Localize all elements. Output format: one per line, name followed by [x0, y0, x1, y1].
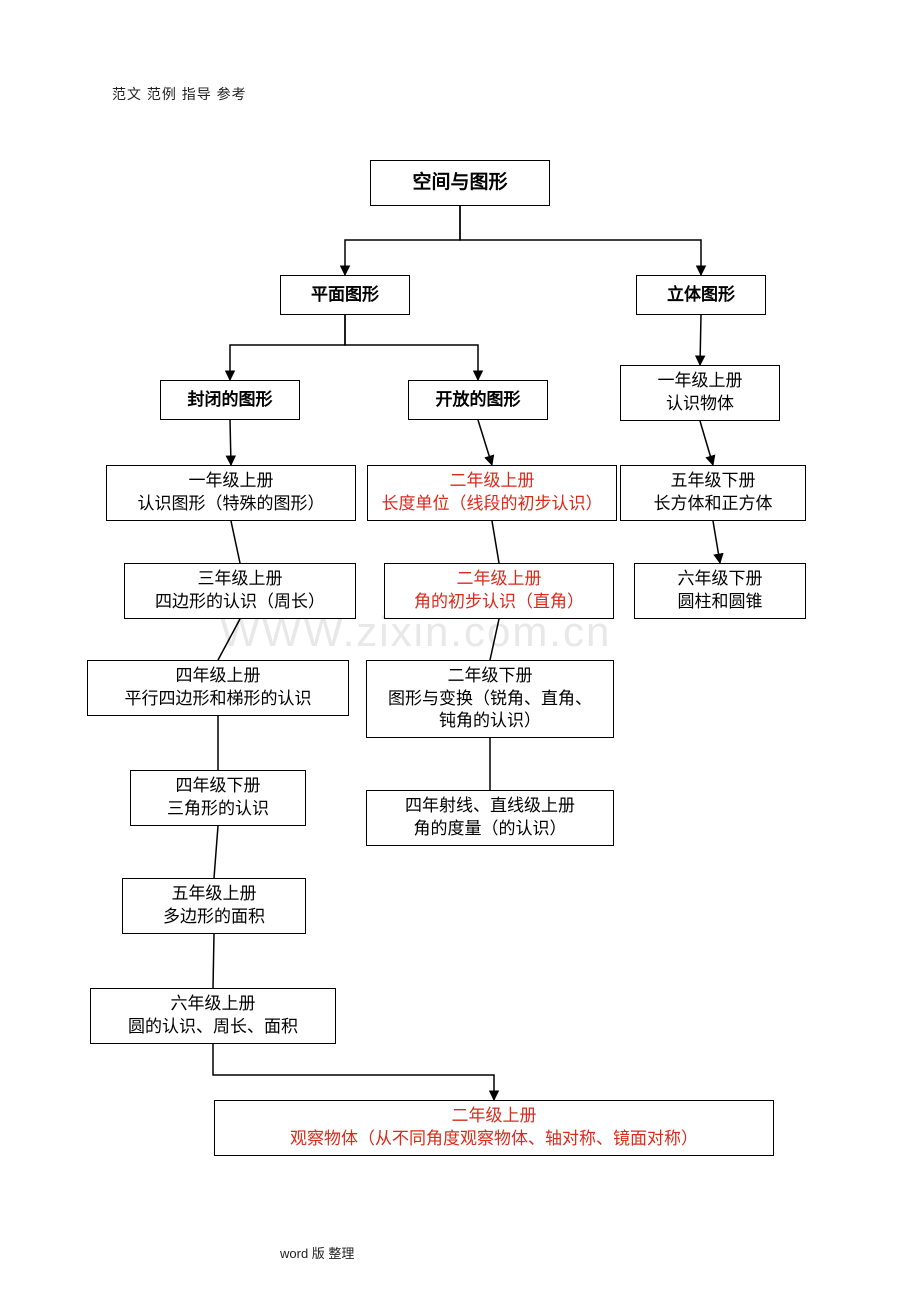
node-c4: 四年级下册三角形的认识 [130, 770, 306, 826]
node-c1: 一年级上册认识图形（特殊的图形） [106, 465, 356, 521]
node-plane: 平面图形 [280, 275, 410, 315]
edge-c5-c6 [213, 934, 214, 988]
node-o4: 四年射线、直线级上册角的度量（的认识） [366, 790, 614, 846]
edge-solid2-solid3 [713, 521, 720, 563]
node-solid2: 五年级下册长方体和正方体 [620, 465, 806, 521]
node-solid3-line-1: 圆柱和圆锥 [678, 591, 763, 614]
node-c2-line-0: 三年级上册 [198, 568, 283, 591]
node-c4-line-1: 三角形的认识 [167, 798, 269, 821]
node-c4-line-0: 四年级下册 [176, 775, 261, 798]
node-solid3-line-0: 六年级下册 [678, 568, 763, 591]
node-c6-line-0: 六年级上册 [171, 993, 256, 1016]
node-o4-line-1: 角的度量（的认识） [414, 818, 567, 841]
node-solid3: 六年级下册圆柱和圆锥 [634, 563, 806, 619]
node-c3-line-1: 平行四边形和梯形的认识 [125, 688, 312, 711]
node-c5-line-1: 多边形的面积 [163, 906, 265, 929]
node-closed: 封闭的图形 [160, 380, 300, 420]
node-c1-line-0: 一年级上册 [189, 470, 274, 493]
node-closed-line-0: 封闭的图形 [188, 389, 273, 412]
node-o3-line-2: 钝角的认识） [439, 710, 541, 733]
edge-open-o1 [478, 420, 492, 465]
node-o3-line-1: 图形与变换（锐角、直角、 [388, 688, 592, 711]
edge-c4-c5 [214, 826, 218, 878]
node-o2-line-0: 二年级上册 [457, 568, 542, 591]
node-c5-line-0: 五年级上册 [172, 883, 257, 906]
node-solid1-line-1: 认识物体 [666, 393, 734, 416]
edge-c1-c2 [231, 521, 240, 563]
edge-plane-open [345, 315, 478, 380]
node-solid2-line-1: 长方体和正方体 [654, 493, 773, 516]
page-footer: word 版 整理 [280, 1243, 354, 1262]
node-c3: 四年级上册平行四边形和梯形的认识 [87, 660, 349, 716]
edge-root-solid [460, 206, 701, 275]
node-solid-line-0: 立体图形 [667, 284, 735, 307]
node-solid: 立体图形 [636, 275, 766, 315]
node-o1-line-1: 长度单位（线段的初步认识） [382, 493, 603, 516]
edge-plane-closed [230, 315, 345, 380]
node-root: 空间与图形 [370, 160, 550, 206]
node-c2: 三年级上册四边形的认识（周长） [124, 563, 356, 619]
node-solid1-line-0: 一年级上册 [658, 370, 743, 393]
edge-c2-c3 [218, 619, 240, 660]
node-solid1: 一年级上册认识物体 [620, 365, 780, 421]
node-o4-line-0: 四年射线、直线级上册 [405, 795, 575, 818]
node-c6-line-1: 圆的认识、周长、面积 [128, 1016, 298, 1039]
node-ob: 二年级上册观察物体（从不同角度观察物体、轴对称、镜面对称） [214, 1100, 774, 1156]
node-c5: 五年级上册多边形的面积 [122, 878, 306, 934]
page-header: 范文 范例 指导 参考 [112, 84, 247, 104]
node-o3-line-0: 二年级下册 [448, 665, 533, 688]
node-solid2-line-0: 五年级下册 [671, 470, 756, 493]
edge-c6-ob [213, 1044, 494, 1100]
node-o3: 二年级下册图形与变换（锐角、直角、钝角的认识） [366, 660, 614, 738]
node-c3-line-0: 四年级上册 [176, 665, 261, 688]
node-open-line-0: 开放的图形 [436, 389, 521, 412]
edge-solid-solid1 [700, 315, 701, 365]
edge-root-plane [345, 206, 460, 275]
node-c2-line-1: 四边形的认识（周长） [155, 591, 325, 614]
edge-o1-o2 [492, 521, 499, 563]
node-c1-line-1: 认识图形（特殊的图形） [138, 493, 325, 516]
edge-closed-c1 [230, 420, 231, 465]
node-o2-line-1: 角的初步认识（直角） [414, 591, 584, 614]
node-root-line-0: 空间与图形 [412, 170, 507, 196]
node-plane-line-0: 平面图形 [311, 284, 379, 307]
edge-solid1-solid2 [700, 421, 713, 465]
node-open: 开放的图形 [408, 380, 548, 420]
node-ob-line-0: 二年级上册 [452, 1105, 537, 1128]
node-o2: 二年级上册角的初步认识（直角） [384, 563, 614, 619]
node-ob-line-1: 观察物体（从不同角度观察物体、轴对称、镜面对称） [290, 1128, 698, 1151]
edge-o2-o3 [490, 619, 499, 660]
node-c6: 六年级上册圆的认识、周长、面积 [90, 988, 336, 1044]
node-o1: 二年级上册长度单位（线段的初步认识） [367, 465, 617, 521]
node-o1-line-0: 二年级上册 [450, 470, 535, 493]
